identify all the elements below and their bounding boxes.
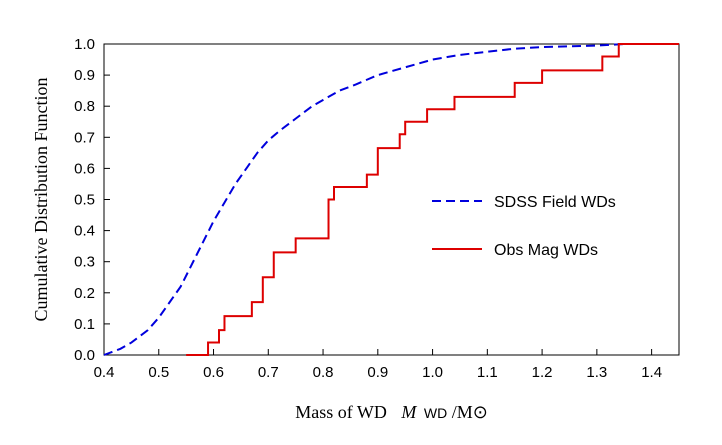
y-tick-label: 0.9 [74,67,95,84]
x-axis-title-suffix: /M⊙ [452,402,488,422]
y-tick-label: 0.2 [74,285,95,302]
legend-label-obs-mag: Obs Mag WDs [494,242,598,259]
x-tick-label: 0.5 [148,364,169,381]
y-tick-label: 0.4 [74,223,95,240]
x-tick-label: 1.2 [532,364,553,381]
x-axis-title-prefix: Mass of WD [295,402,387,422]
x-tick-label: 1.3 [586,364,607,381]
series-line-sdss [103,43,679,356]
legend-label-sdss: SDSS Field WDs [494,194,616,211]
y-tick-label: 0.7 [74,129,95,146]
y-tick-label: 0.3 [74,254,95,271]
x-tick-label: 1.1 [477,364,498,381]
x-tick-label: 0.7 [258,364,279,381]
y-tick-label: 0.1 [74,316,95,333]
x-axis-title-sub: WD [424,405,447,421]
x-tick-label: 0.4 [94,364,115,381]
x-tick-label: 0.8 [313,364,334,381]
y-tick-label: 0.0 [74,347,95,364]
x-axis-title-var: M [400,402,417,422]
y-axis-title: Cumulative Distribution Function [31,78,51,322]
series-line-obs-mag [186,43,679,356]
x-tick-label: 0.9 [367,364,388,381]
y-tick-label: 0.8 [74,98,95,115]
x-tick-label: 1.4 [641,364,662,381]
x-tick-label: 1.0 [422,364,443,381]
y-tick-label: 0.5 [74,192,95,209]
series-layer [103,43,679,356]
x-axis-title: Mass of WD M WD /M⊙ [295,402,488,422]
y-tick-label: 1.0 [74,36,95,53]
x-axis-ticks: 0.4 0.5 0.6 0.7 0.8 0.9 1.0 1.1 1.2 1.3 1.4 [94,349,662,381]
y-axis-ticks: 0.0 0.1 0.2 0.3 0.4 0.5 0.6 0.7 0.8 0.9 1.0 [74,36,110,364]
y-tick-label: 0.6 [74,160,95,177]
legend: SDSS Field WDs Obs Mag WDs [432,194,616,259]
x-tick-label: 0.6 [203,364,224,381]
